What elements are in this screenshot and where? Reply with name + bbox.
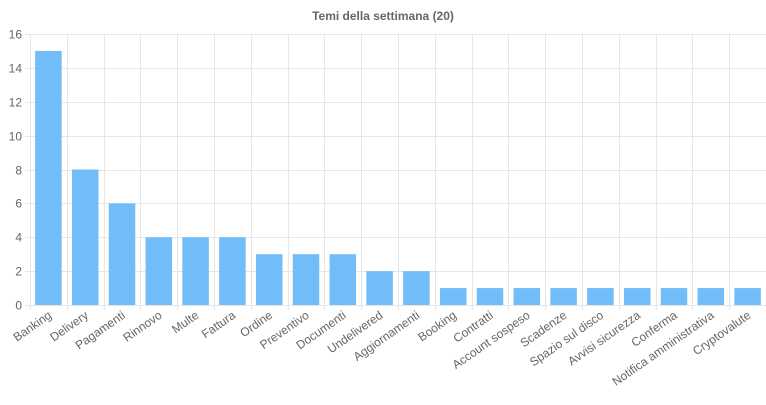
bars <box>35 50 761 306</box>
x-tick-label: Rinnovo <box>120 308 164 345</box>
y-tick-label: 10 <box>9 130 23 144</box>
bar-15[interactable] <box>587 288 614 305</box>
y-tick-label: 8 <box>15 164 22 178</box>
bar-14[interactable] <box>550 288 577 305</box>
bar-1[interactable] <box>71 169 99 306</box>
chart-title: Temi della settimana (20) <box>312 9 454 23</box>
bar-10[interactable] <box>403 271 430 305</box>
y-axis-ticks: 0 2 4 6 8 10 12 14 16 <box>9 28 23 313</box>
y-tick-label: 0 <box>15 299 22 313</box>
y-tick-label: 2 <box>15 265 22 279</box>
x-tick-label: Booking <box>415 308 459 344</box>
bar-2[interactable] <box>108 203 136 305</box>
bar-8[interactable] <box>329 254 357 305</box>
bar-16[interactable] <box>623 288 651 305</box>
x-tick-label: Fattura <box>199 308 238 341</box>
y-tick-label: 14 <box>9 62 23 76</box>
bar-3[interactable] <box>145 237 173 305</box>
bar-12[interactable] <box>476 288 504 305</box>
x-tick-label: Multe <box>169 308 201 336</box>
y-tick-label: 16 <box>9 28 23 42</box>
bar-18[interactable] <box>697 288 725 305</box>
y-tick-label: 12 <box>9 96 23 110</box>
bar-17[interactable] <box>660 288 688 305</box>
bar-9[interactable] <box>366 271 393 305</box>
bar-4[interactable] <box>182 237 209 305</box>
bar-19[interactable] <box>734 288 761 305</box>
grid-lines <box>25 34 766 310</box>
bar-6[interactable] <box>255 254 283 305</box>
bar-13[interactable] <box>513 288 541 305</box>
bar-5[interactable] <box>219 237 246 305</box>
y-tick-label: 6 <box>15 197 22 211</box>
x-tick-label: Banking <box>11 308 55 344</box>
bar-11[interactable] <box>439 288 467 305</box>
y-tick-label: 4 <box>15 231 22 245</box>
bar-0[interactable] <box>35 50 62 305</box>
bar-7[interactable] <box>292 254 320 305</box>
